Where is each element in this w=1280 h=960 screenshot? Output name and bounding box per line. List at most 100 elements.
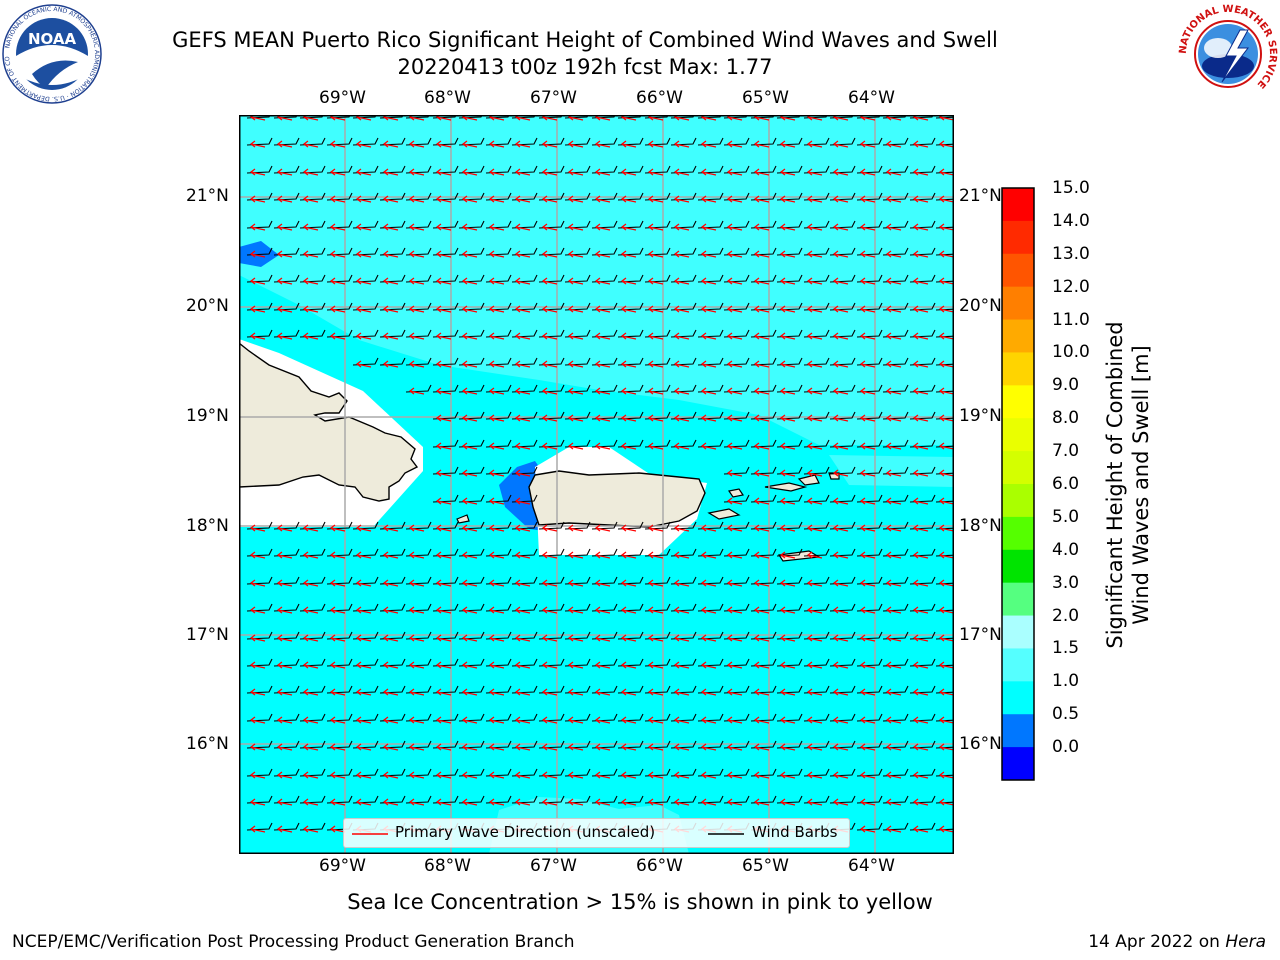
wave-direction-arrow — [674, 305, 690, 313]
wave-direction-arrow — [462, 579, 478, 587]
wave-direction-arrow — [356, 661, 372, 669]
wave-direction-arrow — [674, 277, 690, 285]
wave-direction-arrow — [860, 825, 876, 833]
wave-direction-arrow — [833, 442, 849, 450]
colorbar-tick: 3.0 — [1052, 572, 1080, 593]
wave-direction-arrow — [542, 688, 558, 696]
land-vieques — [707, 508, 741, 520]
wave-direction-arrow — [727, 140, 743, 148]
wave-and-wind-field — [246, 115, 954, 833]
wave-direction-arrow — [303, 634, 319, 642]
wave-direction-arrow — [860, 524, 876, 532]
wave-direction-arrow — [754, 360, 770, 368]
wave-direction-arrow — [409, 332, 425, 340]
wave-direction-arrow — [277, 524, 293, 532]
ocean-light-patch — [829, 455, 954, 487]
wave-direction-arrow — [833, 743, 849, 751]
wave-direction-arrow — [489, 661, 505, 669]
wave-direction-arrow — [330, 277, 346, 285]
wave-direction-arrow — [356, 115, 372, 121]
wave-direction-arrow — [807, 606, 823, 614]
wave-direction-arrow — [383, 579, 399, 587]
wave-direction-arrow — [674, 223, 690, 231]
wave-direction-arrow — [807, 716, 823, 724]
wave-direction-arrow — [886, 579, 902, 587]
wave-direction-arrow — [277, 579, 293, 587]
wave-direction-arrow — [674, 195, 690, 203]
wave-direction-arrow — [595, 634, 611, 642]
wave-direction-arrow — [489, 579, 505, 587]
wave-direction-arrow — [939, 469, 954, 477]
land-hispaniola — [239, 342, 419, 502]
wave-direction-arrow — [277, 661, 293, 669]
wave-direction-arrow — [780, 277, 796, 285]
wave-direction-arrow — [330, 250, 346, 258]
colorbar-tick: 8.0 — [1052, 408, 1080, 429]
lon-tick-top-66w: 66°W — [636, 88, 683, 108]
wave-direction-arrow — [648, 195, 664, 203]
colorbar-segment — [1002, 286, 1034, 321]
wave-direction-arrow — [754, 661, 770, 669]
wave-direction-arrow — [462, 469, 478, 477]
wave-direction-arrow — [780, 743, 796, 751]
wave-direction-arrow — [542, 305, 558, 313]
wave-direction-arrow — [568, 277, 584, 285]
wave-direction-arrow — [595, 387, 611, 395]
wave-direction-arrow — [462, 387, 478, 395]
wave-direction-arrow — [674, 250, 690, 258]
wave-direction-arrow — [727, 661, 743, 669]
wave-direction-arrow — [462, 771, 478, 779]
wave-direction-arrow — [568, 771, 584, 779]
colorbar-segment — [1002, 352, 1034, 386]
lon-tick-top-67w: 67°W — [530, 88, 577, 108]
wave-direction-arrow — [727, 387, 743, 395]
colorbar-tick: 1.0 — [1052, 671, 1080, 692]
wave-direction-arrow — [356, 798, 372, 806]
wave-direction-arrow — [277, 195, 293, 203]
colorbar-tick: 9.0 — [1052, 375, 1080, 396]
wave-direction-arrow — [648, 661, 664, 669]
wave-direction-arrow — [303, 195, 319, 203]
wave-direction-arrow — [727, 195, 743, 203]
wave-direction-arrow — [727, 771, 743, 779]
wave-direction-arrow — [727, 414, 743, 422]
wave-direction-arrow — [277, 332, 293, 340]
lon-tick-bottom-66w: 66°W — [636, 856, 683, 876]
wave-direction-arrow — [780, 115, 796, 121]
wave-direction-arrow — [780, 305, 796, 313]
colorbar-segment — [1002, 253, 1034, 288]
wave-direction-arrow — [780, 497, 796, 505]
wave-direction-arrow — [807, 469, 823, 477]
wave-direction-arrow — [727, 743, 743, 751]
wave-direction-arrow — [807, 798, 823, 806]
wave-direction-arrow — [886, 497, 902, 505]
wave-direction-arrow — [330, 606, 346, 614]
wave-direction-arrow — [754, 606, 770, 614]
lat-tick-left-18n: 18°N — [186, 516, 229, 536]
wave-direction-arrow — [727, 442, 743, 450]
wave-direction-arrow — [542, 195, 558, 203]
colorbar-tick: 5.0 — [1052, 506, 1080, 527]
colorbar-tick: 0.0 — [1052, 737, 1080, 758]
wave-direction-arrow — [648, 168, 664, 176]
wave-direction-arrow — [886, 442, 902, 450]
wave-direction-arrow — [860, 688, 876, 696]
wave-direction-arrow — [303, 688, 319, 696]
wave-direction-arrow — [754, 771, 770, 779]
wave-direction-arrow — [515, 414, 531, 422]
colorbar-label: Significant Height of Combined Wind Wave… — [1102, 295, 1154, 675]
wave-direction-arrow — [568, 743, 584, 751]
wave-direction-arrow — [754, 743, 770, 751]
wave-direction-arrow — [674, 771, 690, 779]
wave-direction-arrow — [250, 688, 266, 696]
wave-direction-arrow — [780, 140, 796, 148]
wave-direction-arrow — [701, 661, 717, 669]
wave-direction-arrow — [860, 168, 876, 176]
wave-direction-arrow — [860, 743, 876, 751]
wave-direction-arrow — [542, 250, 558, 258]
colorbar-tick: 11.0 — [1052, 309, 1090, 330]
colorbar-segment — [1002, 549, 1034, 584]
wave-direction-arrow — [568, 606, 584, 614]
wave-direction-arrow — [939, 716, 954, 724]
colorbar-segment — [1002, 319, 1034, 353]
